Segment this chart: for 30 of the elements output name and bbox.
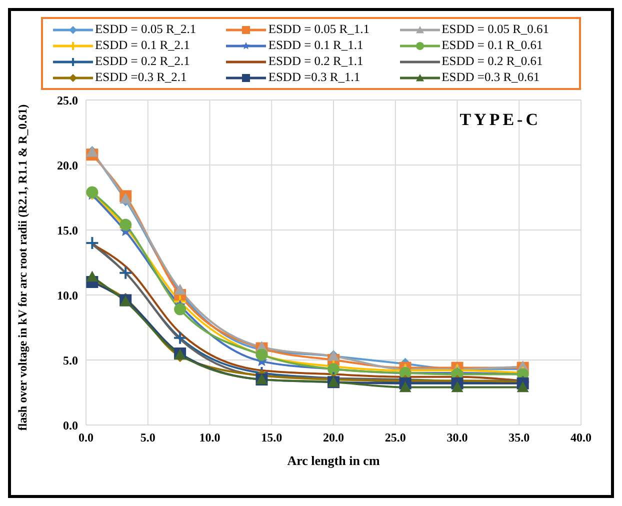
legend-label: ESDD =0.3 R_2.1	[95, 70, 187, 85]
legend-label: ESDD = 0.1 R_1.1	[268, 38, 364, 53]
text: TYPE-C	[460, 110, 541, 130]
x-tick-label: 20.0	[323, 430, 344, 445]
x-tick-label: 5.0	[140, 430, 156, 445]
x-tick-label: 35.0	[508, 430, 530, 445]
legend-label: ESDD = 0.05 R_1.1	[268, 22, 370, 37]
y-tick-label: 25.0	[57, 93, 78, 108]
legend-label: ESDD = 0.2 R_2.1	[95, 54, 190, 69]
x-axis-title: Arc length in cm	[287, 453, 380, 468]
y-tick-label: 20.0	[57, 158, 78, 172]
y-tick-label: 0.0	[63, 418, 78, 432]
legend-label: ESDD = 0.2 R_1.1	[268, 54, 364, 69]
x-tick-label: 25.0	[384, 430, 406, 445]
legend-label: ESDD = 0.1 R_0.61	[442, 38, 543, 53]
x-tick-label: 15.0	[261, 430, 282, 445]
legend-label: ESDD = 0.05 R_0.61	[442, 22, 550, 37]
legend-label: ESDD = 0.1 R_2.1	[95, 38, 190, 53]
y-axis-title: flash over voltage in kV for arc root radii (R2.1, R1.1 & R_0.61)	[16, 104, 30, 431]
y-tick-label: 5.0	[63, 353, 78, 368]
legend-label: ESDD =0.3 R_1.1	[268, 70, 360, 85]
y-tick-label: 15.0	[57, 223, 78, 238]
legend-label: ESDD = 0.2 R_0.61	[442, 54, 543, 69]
x-tick-label: 30.0	[446, 430, 468, 445]
x-tick-label: 0.0	[78, 430, 94, 445]
x-tick-label: 10.0	[199, 430, 220, 445]
legend-label: ESDD =0.3 R_0.61	[442, 70, 540, 85]
legend-label: ESDD = 0.05 R_2.1	[95, 22, 196, 37]
y-tick-label: 10.0	[57, 288, 78, 302]
x-tick-label: 40.0	[570, 430, 592, 445]
